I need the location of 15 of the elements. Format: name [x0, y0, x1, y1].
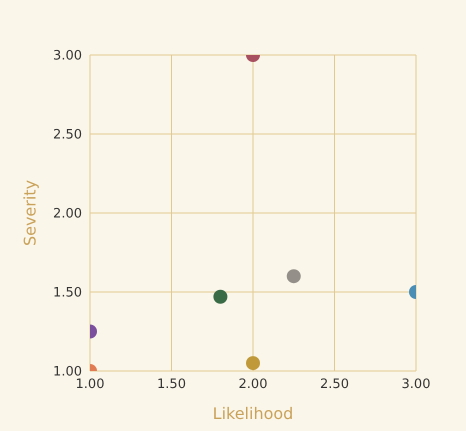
y-tick-label: 1.00: [53, 364, 82, 380]
x-tick-label: 1.00: [76, 377, 104, 392]
point: [213, 290, 228, 304]
point: [246, 356, 260, 370]
y-tick-label: 2.00: [53, 206, 82, 222]
point: [286, 269, 301, 284]
y-tick-label: 3.00: [53, 48, 82, 64]
y-tick-label: 2.50: [53, 128, 82, 143]
x-axis-title: Likelihood: [212, 404, 294, 423]
y-axis-title: Severity: [20, 180, 40, 246]
x-tick-label: 2.00: [238, 377, 268, 392]
x-tick-label: 1.50: [157, 377, 186, 392]
y-tick-label: 1.50: [53, 286, 82, 301]
x-tick-label: 2.50: [320, 377, 349, 392]
x-tick-label: 3.00: [402, 377, 430, 392]
